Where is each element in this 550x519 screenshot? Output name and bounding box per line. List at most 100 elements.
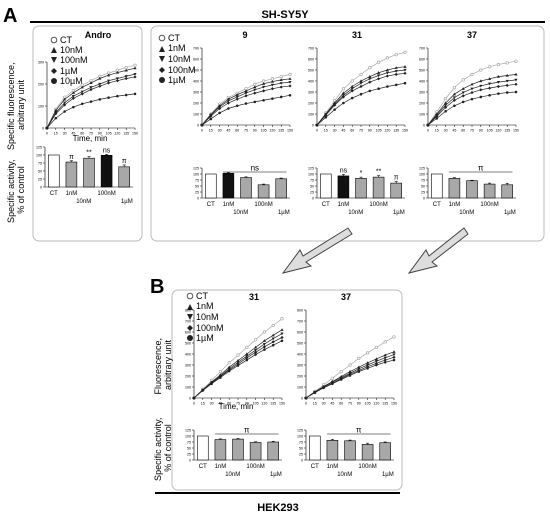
- x-tick-label: 135: [504, 129, 510, 133]
- x-tick-label: 90: [357, 402, 361, 406]
- data-point: [461, 91, 465, 95]
- y-tick-label: 200: [185, 375, 191, 379]
- data-point: [392, 350, 396, 353]
- legend-hek: CT 1nM 10nM 100nM 1µM: [186, 291, 224, 343]
- bar-category-label: 10nM: [337, 472, 352, 478]
- data-point: [54, 116, 58, 120]
- data-point: [357, 365, 361, 369]
- panel-label-a: A: [3, 5, 17, 27]
- bar-chart-c9_bar: 0 25 50 75 100 125 CT 1nM 10nM 100nM 1µM ns: [193, 164, 290, 216]
- data-point: [383, 340, 387, 344]
- bar-category-label: 1nM: [215, 464, 227, 470]
- data-point: [479, 95, 483, 99]
- x-tick-label: 135: [123, 132, 129, 136]
- svg-text:100nM: 100nM: [60, 55, 88, 65]
- data-point: [426, 123, 430, 127]
- y-tick-label: 600: [419, 58, 425, 62]
- data-point: [89, 81, 93, 85]
- data-point: [279, 82, 283, 85]
- data-point: [348, 374, 352, 377]
- data-point: [89, 100, 93, 103]
- y-tick-label: 50: [195, 185, 199, 189]
- x-tick-label: 75: [244, 129, 248, 133]
- bar-category-label: CT: [199, 464, 207, 470]
- x-tick-label: 90: [253, 129, 257, 133]
- data-point: [322, 386, 325, 390]
- data-point: [304, 396, 308, 400]
- y-tick-label: 0: [423, 197, 425, 201]
- data-point: [63, 101, 67, 105]
- data-point: [80, 92, 84, 96]
- svg-text:10nM: 10nM: [196, 312, 219, 322]
- data-point: [63, 103, 67, 107]
- data-point: [505, 61, 509, 65]
- data-point: [124, 75, 128, 78]
- x-tick-label: 15: [313, 402, 317, 406]
- bar-category-label: CT: [50, 191, 58, 197]
- bar-4: [361, 444, 374, 461]
- data-point: [288, 72, 292, 77]
- data-point: [288, 77, 292, 80]
- x-tick-label: 105: [106, 132, 112, 136]
- data-point: [107, 73, 111, 77]
- y-tick-label: 25: [310, 191, 314, 195]
- data-point: [368, 80, 372, 84]
- bar-3: [83, 157, 95, 188]
- y-tick-label: 50: [299, 447, 303, 451]
- bar-category-label: 1µM: [393, 210, 405, 216]
- data-point: [133, 66, 137, 70]
- x-tick-label: 60: [350, 129, 354, 133]
- line-chart-h37_line: 0 100 200 300 400 500 600 700 800 0 15 30 45 60 75 90 10…: [297, 309, 397, 406]
- data-point: [279, 78, 283, 82]
- bar-5: [275, 178, 287, 199]
- svg-text:100nM: 100nM: [196, 323, 224, 333]
- y-tick-label: 0: [40, 186, 42, 190]
- x-tick-label: 120: [269, 129, 275, 133]
- y-tick-label: 700: [419, 47, 425, 51]
- bar-category-label: CT: [322, 202, 330, 208]
- data-point: [385, 74, 389, 78]
- data-point: [262, 342, 266, 346]
- x-tick-label: 0: [305, 402, 307, 406]
- data-point: [116, 94, 119, 98]
- bar-chart-c37_bar: 0 25 50 75 100 125 CT 1nM 10nM 100nM 1µM π: [419, 164, 516, 216]
- data-point: [461, 78, 465, 82]
- significance-label: ns: [103, 147, 111, 154]
- y-tick-label: 125: [419, 167, 425, 171]
- x-tick-label: 120: [114, 132, 120, 136]
- bar-category-label: 100nM: [358, 464, 376, 470]
- x-tick-label: 105: [261, 129, 267, 133]
- x-tick-label: 150: [391, 402, 397, 406]
- series-line-4: [193, 337, 283, 399]
- ylabel-fluor-a: Specific fluorescence, arbitrary unit: [6, 60, 26, 150]
- bar-1: [197, 435, 209, 461]
- svg-text:1nM: 1nM: [196, 301, 214, 311]
- data-point: [357, 356, 361, 361]
- y-tick-label: 0: [189, 397, 191, 401]
- data-point: [288, 84, 292, 88]
- data-point: [324, 116, 328, 119]
- data-point: [444, 101, 448, 105]
- data-point: [226, 97, 230, 101]
- x-tick-label: 150: [402, 129, 408, 133]
- bar-3: [466, 180, 478, 199]
- y-tick-label: 0: [197, 197, 199, 201]
- x-tick-label: 15: [201, 402, 205, 406]
- x-tick-label: 45: [341, 129, 345, 133]
- data-point: [271, 337, 275, 341]
- significance-label: **: [376, 169, 382, 176]
- data-point: [394, 52, 398, 57]
- data-point: [261, 79, 266, 83]
- data-point: [357, 370, 361, 373]
- y-tick-label: 50: [421, 185, 425, 189]
- y-tick-label: 600: [185, 331, 191, 335]
- data-point: [262, 330, 267, 334]
- data-point: [124, 68, 128, 72]
- x-tick-label: 45: [452, 129, 456, 133]
- y-tick-label: 25: [195, 191, 199, 195]
- data-point: [375, 363, 378, 367]
- data-point: [348, 363, 352, 367]
- data-point: [54, 112, 58, 116]
- bar-category-label: 1µM: [504, 210, 516, 216]
- y-tick-label: 400: [193, 80, 199, 84]
